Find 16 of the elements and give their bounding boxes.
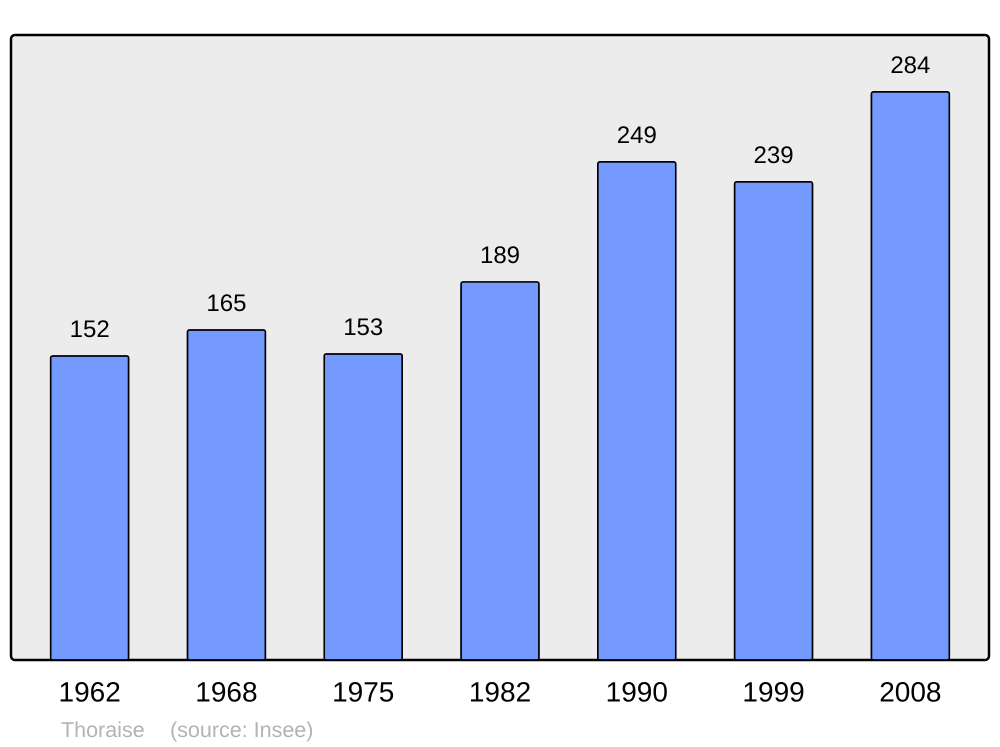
data-label: 165: [206, 290, 246, 317]
data-label: 284: [890, 52, 930, 79]
x-tick-label: 1975: [332, 676, 394, 708]
x-tick-label: 1999: [742, 676, 805, 708]
x-tick-label: 1968: [195, 676, 258, 708]
data-label: 152: [70, 316, 110, 343]
x-tick-label: 1982: [468, 676, 532, 708]
x-tick-label: 1990: [606, 676, 668, 708]
data-label: 189: [480, 242, 520, 269]
x-tick-label: 2008: [879, 676, 942, 708]
text: Thoraise: [61, 718, 145, 742]
data-label: 239: [754, 142, 794, 169]
data-label: 249: [616, 122, 657, 149]
data-label: 153: [343, 314, 384, 341]
x-tick-label: 1962: [58, 676, 121, 708]
text: (source: Insee): [170, 718, 314, 742]
